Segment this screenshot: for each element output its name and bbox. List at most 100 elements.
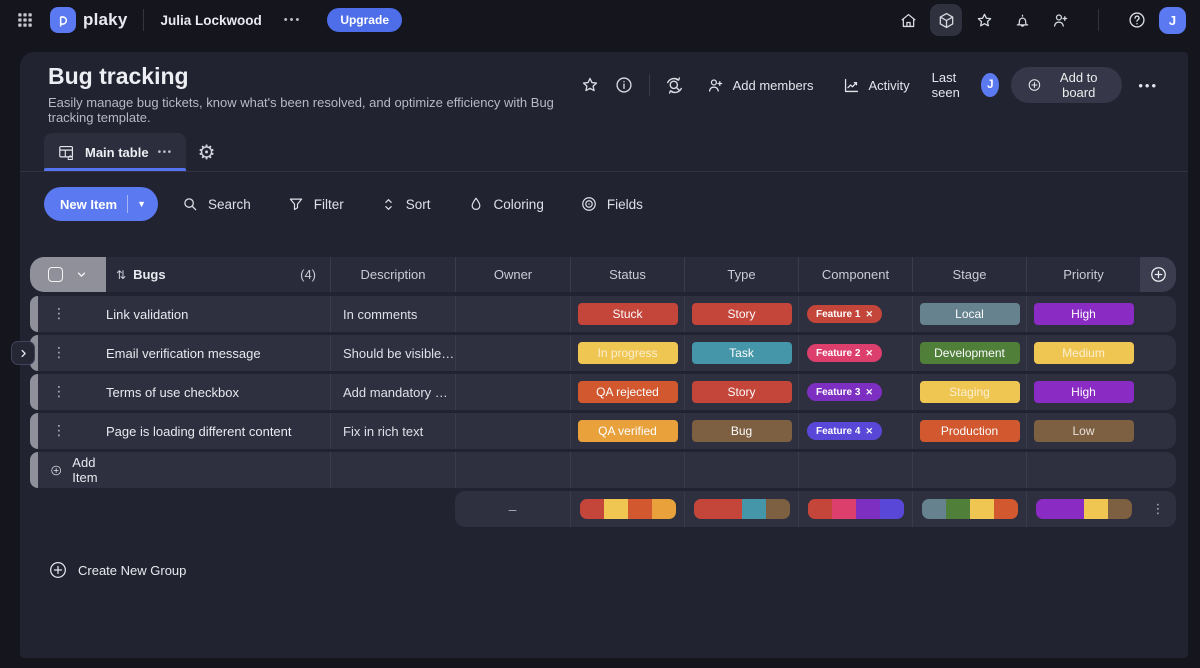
column-header-description[interactable]: Description [330,257,455,292]
item-owner-cell[interactable] [455,413,570,449]
remove-component-icon[interactable]: ✕ [865,387,873,398]
summary-bar-segment [580,499,604,519]
stage-badge[interactable]: Local [920,303,1020,325]
item-owner-cell[interactable] [455,296,570,332]
search-button[interactable]: Search [168,187,264,221]
table-view-icon [57,143,76,162]
item-name[interactable]: Page is loading different content [106,413,330,449]
item-description[interactable]: Should be visible… [330,335,455,371]
component-pill[interactable]: Feature 3✕ [807,383,882,401]
component-pill[interactable]: Feature 1✕ [807,305,882,323]
last-seen-avatar: J [981,73,999,97]
item-name[interactable]: Email verification message [106,335,330,371]
priority-badge[interactable]: Low [1034,420,1134,442]
status-badge[interactable]: QA rejected [578,381,678,403]
drag-handle-icon[interactable]: ⋮ [52,345,66,361]
table-row[interactable]: ⋮ Terms of use checkboxAdd mandatory … QA … [30,374,1176,410]
plaky-logo[interactable]: plaky [50,7,127,33]
table-row[interactable]: ⋮ Email verification messageShould be vis… [30,335,1176,371]
app-grid-icon[interactable] [12,7,38,33]
favorites-star-icon[interactable] [968,4,1000,36]
workspace-more-icon[interactable]: ••• [284,14,302,26]
row-end-cell [1140,296,1176,332]
add-item-row[interactable]: Add Item [30,452,1176,488]
item-owner-cell[interactable] [455,374,570,410]
home-icon[interactable] [892,4,924,36]
activity-button[interactable]: Activity [832,68,920,102]
summary-menu-icon[interactable]: ⋮ [1152,502,1165,517]
stage-badge[interactable]: Staging [920,381,1020,403]
add-column-button[interactable] [1140,257,1176,292]
status-badge[interactable]: QA verified [578,420,678,442]
item-name[interactable]: Terms of use checkbox [106,374,330,410]
board-more-icon[interactable]: ••• [1130,78,1166,93]
board-info-icon[interactable] [611,68,637,102]
status-badge[interactable]: Stuck [578,303,678,325]
sort-button[interactable]: Sort [367,187,444,221]
column-sort-icon[interactable]: ⇅ [116,268,126,282]
chevron-down-icon[interactable]: ▼ [128,199,158,209]
tab-main-table[interactable]: Main table ••• [44,133,186,171]
favorite-board-star-icon[interactable] [577,68,603,102]
invite-member-icon[interactable] [1044,4,1076,36]
drag-handle-icon[interactable]: ⋮ [52,423,66,439]
type-badge[interactable]: Story [692,303,792,325]
type-badge[interactable]: Story [692,381,792,403]
cell-component: Feature 1✕ [798,296,912,332]
gear-icon: ⚙ [198,142,216,162]
column-header-bugs[interactable]: ⇅ Bugs (4) [106,257,330,292]
select-all-control[interactable] [30,257,106,292]
remove-component-icon[interactable]: ✕ [865,309,873,320]
table-row[interactable]: ⋮ Page is loading different contentFix in… [30,413,1176,449]
remove-component-icon[interactable]: ✕ [865,426,873,437]
notifications-bell-icon[interactable] [1006,4,1038,36]
user-avatar[interactable]: J [1159,7,1186,34]
priority-badge[interactable]: High [1034,381,1134,403]
remove-component-icon[interactable]: ✕ [865,348,873,359]
boards-cube-icon[interactable] [930,4,962,36]
create-new-group-button[interactable]: Create New Group [48,560,1188,580]
item-description[interactable]: Add mandatory … [330,374,455,410]
help-icon[interactable] [1121,4,1153,36]
add-to-board-button[interactable]: Add to board [1011,67,1122,103]
stage-badge[interactable]: Development [920,342,1020,364]
chevron-down-icon[interactable] [75,268,88,281]
priority-badge[interactable]: Medium [1034,342,1134,364]
drag-handle-icon[interactable]: ⋮ [52,306,66,322]
coloring-button[interactable]: Coloring [454,187,557,221]
item-name[interactable]: Link validation [106,296,330,332]
expand-sidebar-button[interactable] [11,341,35,365]
workspace-user-name[interactable]: Julia Lockwood [160,13,261,28]
upgrade-button[interactable]: Upgrade [327,8,402,32]
type-badge[interactable]: Task [692,342,792,364]
board-discovery-icon[interactable] [662,68,688,102]
fields-button[interactable]: Fields [567,187,656,221]
column-header-priority[interactable]: Priority [1026,257,1140,292]
row-group-color-strip [30,374,38,410]
component-pill[interactable]: Feature 4✕ [807,422,882,440]
item-description[interactable]: Fix in rich text [330,413,455,449]
column-header-stage[interactable]: Stage [912,257,1026,292]
column-header-owner[interactable]: Owner [455,257,570,292]
status-badge[interactable]: In progress [578,342,678,364]
column-header-component[interactable]: Component [798,257,912,292]
table-row[interactable]: ⋮ Link validationIn comments Stuck Story Fea… [30,296,1176,332]
filter-button[interactable]: Filter [274,187,357,221]
priority-badge[interactable]: High [1034,303,1134,325]
add-members-button[interactable]: Add members [696,68,824,102]
row-group-color-strip [30,452,38,488]
type-badge[interactable]: Bug [692,420,792,442]
column-header-status[interactable]: Status [570,257,684,292]
last-seen[interactable]: Last seen J [928,70,1004,100]
select-all-checkbox[interactable] [48,267,63,282]
stage-badge[interactable]: Production [920,420,1020,442]
item-owner-cell[interactable] [455,335,570,371]
tab-more-icon[interactable]: ••• [158,147,173,158]
new-item-button[interactable]: New Item ▼ [44,187,158,221]
views-settings-button[interactable]: ⚙ [198,133,216,171]
drag-handle-icon[interactable]: ⋮ [52,384,66,400]
column-header-type[interactable]: Type [684,257,798,292]
item-description[interactable]: In comments [330,296,455,332]
component-pill[interactable]: Feature 2✕ [807,344,882,362]
summary-bar-segment [1036,499,1084,519]
